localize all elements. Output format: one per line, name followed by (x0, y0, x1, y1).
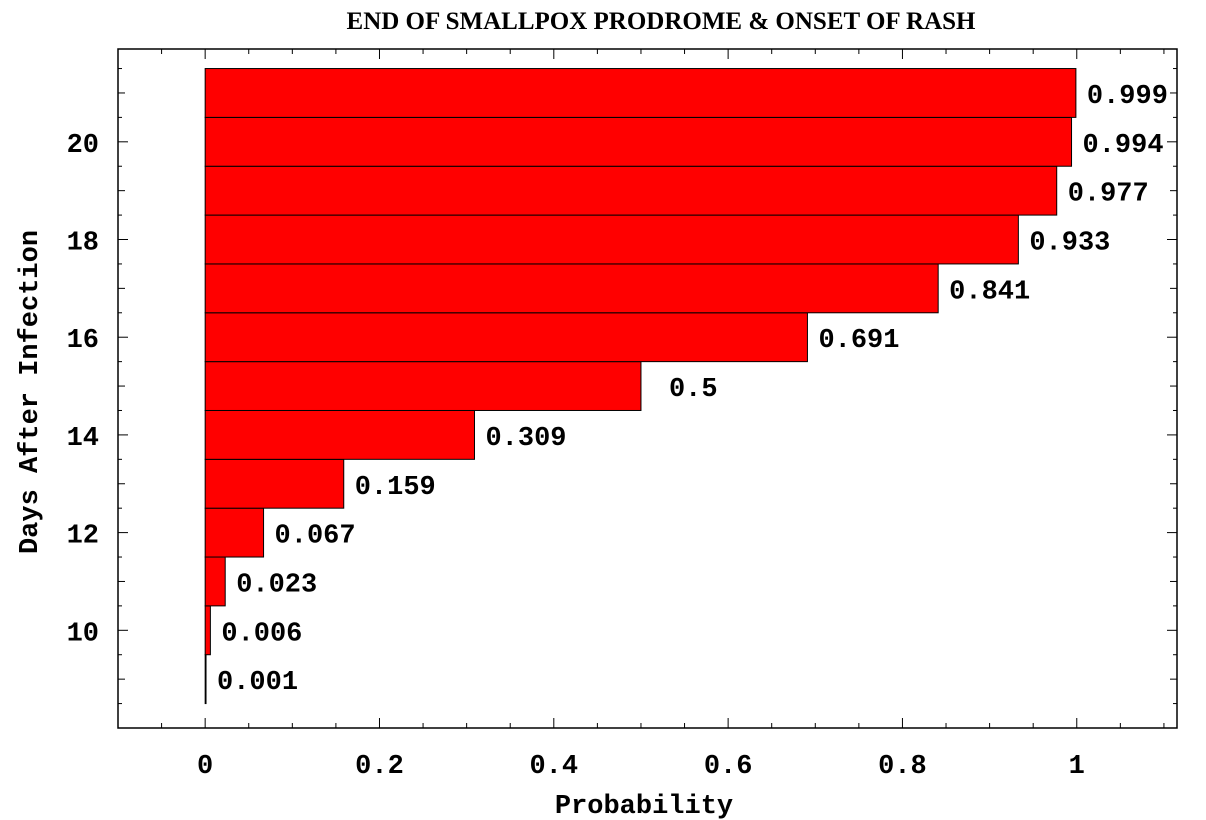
bar-value-label: 0.159 (355, 473, 436, 503)
x-tick-label: 1 (1069, 752, 1085, 782)
y-tick-label: 16 (67, 326, 99, 356)
bar-value-label: 0.933 (1029, 229, 1110, 259)
bar-day-12 (204, 507, 265, 558)
bar-day-17 (204, 263, 939, 314)
bar-value-label: 0.067 (275, 522, 356, 552)
bar-day-15 (204, 361, 642, 411)
bar-day-14 (204, 409, 475, 460)
y-axis-title: Days After Infection (16, 230, 46, 554)
bar-day-11 (204, 556, 226, 607)
x-tick-label: 0 (197, 752, 213, 782)
bar-value-label: 0.023 (236, 570, 317, 600)
y-tick-label: 10 (67, 619, 99, 649)
bar-day-9 (204, 654, 207, 705)
bar-day-20 (204, 116, 1073, 167)
bar-day-19 (204, 165, 1058, 216)
x-tick-label: 0.8 (878, 752, 927, 782)
y-axis-ticks: 10 12 14 16 18 20 (67, 68, 1177, 729)
y-tick-label: 20 (67, 131, 99, 161)
bar-value-label: 0.999 (1087, 82, 1168, 112)
y-tick-label: 14 (67, 424, 99, 454)
bar-value-label: 0.309 (485, 424, 566, 454)
bars-group (204, 68, 1077, 705)
bar-day-18 (204, 214, 1019, 265)
x-axis-title: Probability (555, 792, 733, 820)
bar-value-label: 0.001 (217, 668, 298, 698)
bar-day-16 (204, 312, 808, 363)
bar-value-label: 0.841 (949, 277, 1030, 307)
bar-value-label: 0.691 (818, 326, 899, 356)
bar-value-label: 0.994 (1083, 131, 1164, 161)
bar-value-label: 0.006 (221, 619, 302, 649)
plot-frame (117, 48, 1178, 729)
bar-labels-group: 0.001 0.006 0.023 0.067 0.159 0.309 0.5 0.691 0.… (217, 82, 1168, 698)
x-tick-label: 0.6 (704, 752, 753, 782)
chart-title: END OF SMALLPOX PRODROME & ONSET OF RASH (347, 8, 977, 35)
x-tick-label: 0.4 (529, 752, 578, 782)
y-tick-label: 12 (67, 522, 99, 552)
x-axis-ticks: 0 0.2 0.4 0.6 0.8 1 (117, 49, 1165, 782)
bar-day-21 (204, 68, 1077, 118)
bar-day-13 (204, 458, 345, 509)
bar-value-label: 0.977 (1068, 180, 1149, 210)
y-tick-label: 18 (67, 229, 99, 259)
x-tick-label: 0.2 (355, 752, 404, 782)
bar-value-label: 0.5 (669, 375, 718, 405)
bar-day-10 (204, 605, 211, 656)
